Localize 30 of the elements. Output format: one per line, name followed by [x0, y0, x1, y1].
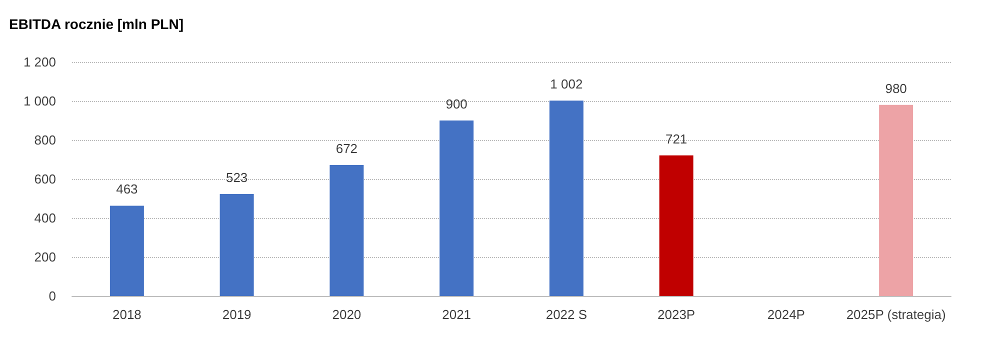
x-tick-label: 2025P (strategia) — [846, 307, 946, 322]
y-tick-label: 800 — [34, 132, 56, 148]
y-tick-label: 1 200 — [23, 54, 56, 70]
y-tick-label: 200 — [34, 250, 56, 264]
bar — [879, 104, 914, 296]
data-label: 980 — [885, 80, 907, 96]
bar — [220, 194, 254, 296]
data-label: 672 — [336, 140, 358, 156]
x-tick-label: 2022 S — [546, 307, 588, 322]
data-label: 721 — [665, 131, 688, 146]
x-tick-label: 2021 — [442, 307, 472, 322]
y-tick-label: 600 — [34, 172, 56, 186]
data-label: 523 — [226, 170, 248, 186]
x-tick-label: 2019 — [222, 307, 252, 322]
x-tick-label: 2020 — [332, 307, 362, 322]
bar — [659, 155, 694, 296]
bar — [110, 206, 144, 296]
bar — [440, 120, 474, 296]
data-label: 1 002 — [550, 76, 583, 92]
y-tick-label: 400 — [34, 210, 56, 226]
y-tick-label: 1 000 — [23, 94, 56, 108]
x-tick-label: 2018 — [112, 307, 142, 322]
x-tick-label: 2023P — [658, 307, 696, 322]
bar — [549, 100, 584, 296]
data-label: 463 — [116, 182, 138, 197]
y-tick-label: 0 — [48, 288, 56, 304]
x-tick-label: 2024P — [767, 307, 805, 322]
chart-title: EBITDA rocznie [mln PLN] — [9, 16, 184, 32]
bar — [330, 164, 364, 296]
data-label: 900 — [446, 96, 468, 112]
